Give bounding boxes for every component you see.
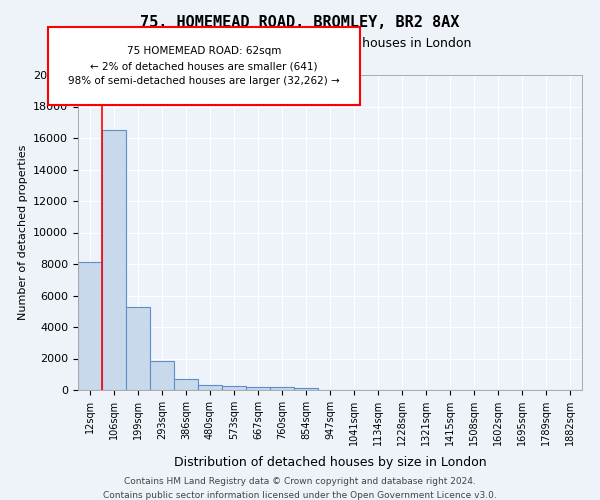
Bar: [294, 388, 318, 390]
Text: Contains HM Land Registry data © Crown copyright and database right 2024.: Contains HM Land Registry data © Crown c…: [124, 478, 476, 486]
Bar: [126, 306, 150, 390]
Bar: [78, 262, 102, 390]
Text: Size of property relative to detached houses in London: Size of property relative to detached ho…: [128, 38, 472, 51]
Bar: [174, 379, 198, 390]
Bar: [246, 387, 270, 390]
Bar: [222, 386, 246, 390]
Y-axis label: Number of detached properties: Number of detached properties: [17, 145, 28, 320]
Bar: [150, 361, 174, 390]
Text: Contains public sector information licensed under the Open Government Licence v3: Contains public sector information licen…: [103, 491, 497, 500]
Text: 75 HOMEMEAD ROAD: 62sqm
← 2% of detached houses are smaller (641)
98% of semi-de: 75 HOMEMEAD ROAD: 62sqm ← 2% of detached…: [68, 46, 340, 86]
Bar: [102, 130, 126, 390]
Bar: [270, 387, 294, 390]
Bar: [198, 386, 222, 390]
Text: 75, HOMEMEAD ROAD, BROMLEY, BR2 8AX: 75, HOMEMEAD ROAD, BROMLEY, BR2 8AX: [140, 15, 460, 30]
X-axis label: Distribution of detached houses by size in London: Distribution of detached houses by size …: [173, 456, 487, 469]
